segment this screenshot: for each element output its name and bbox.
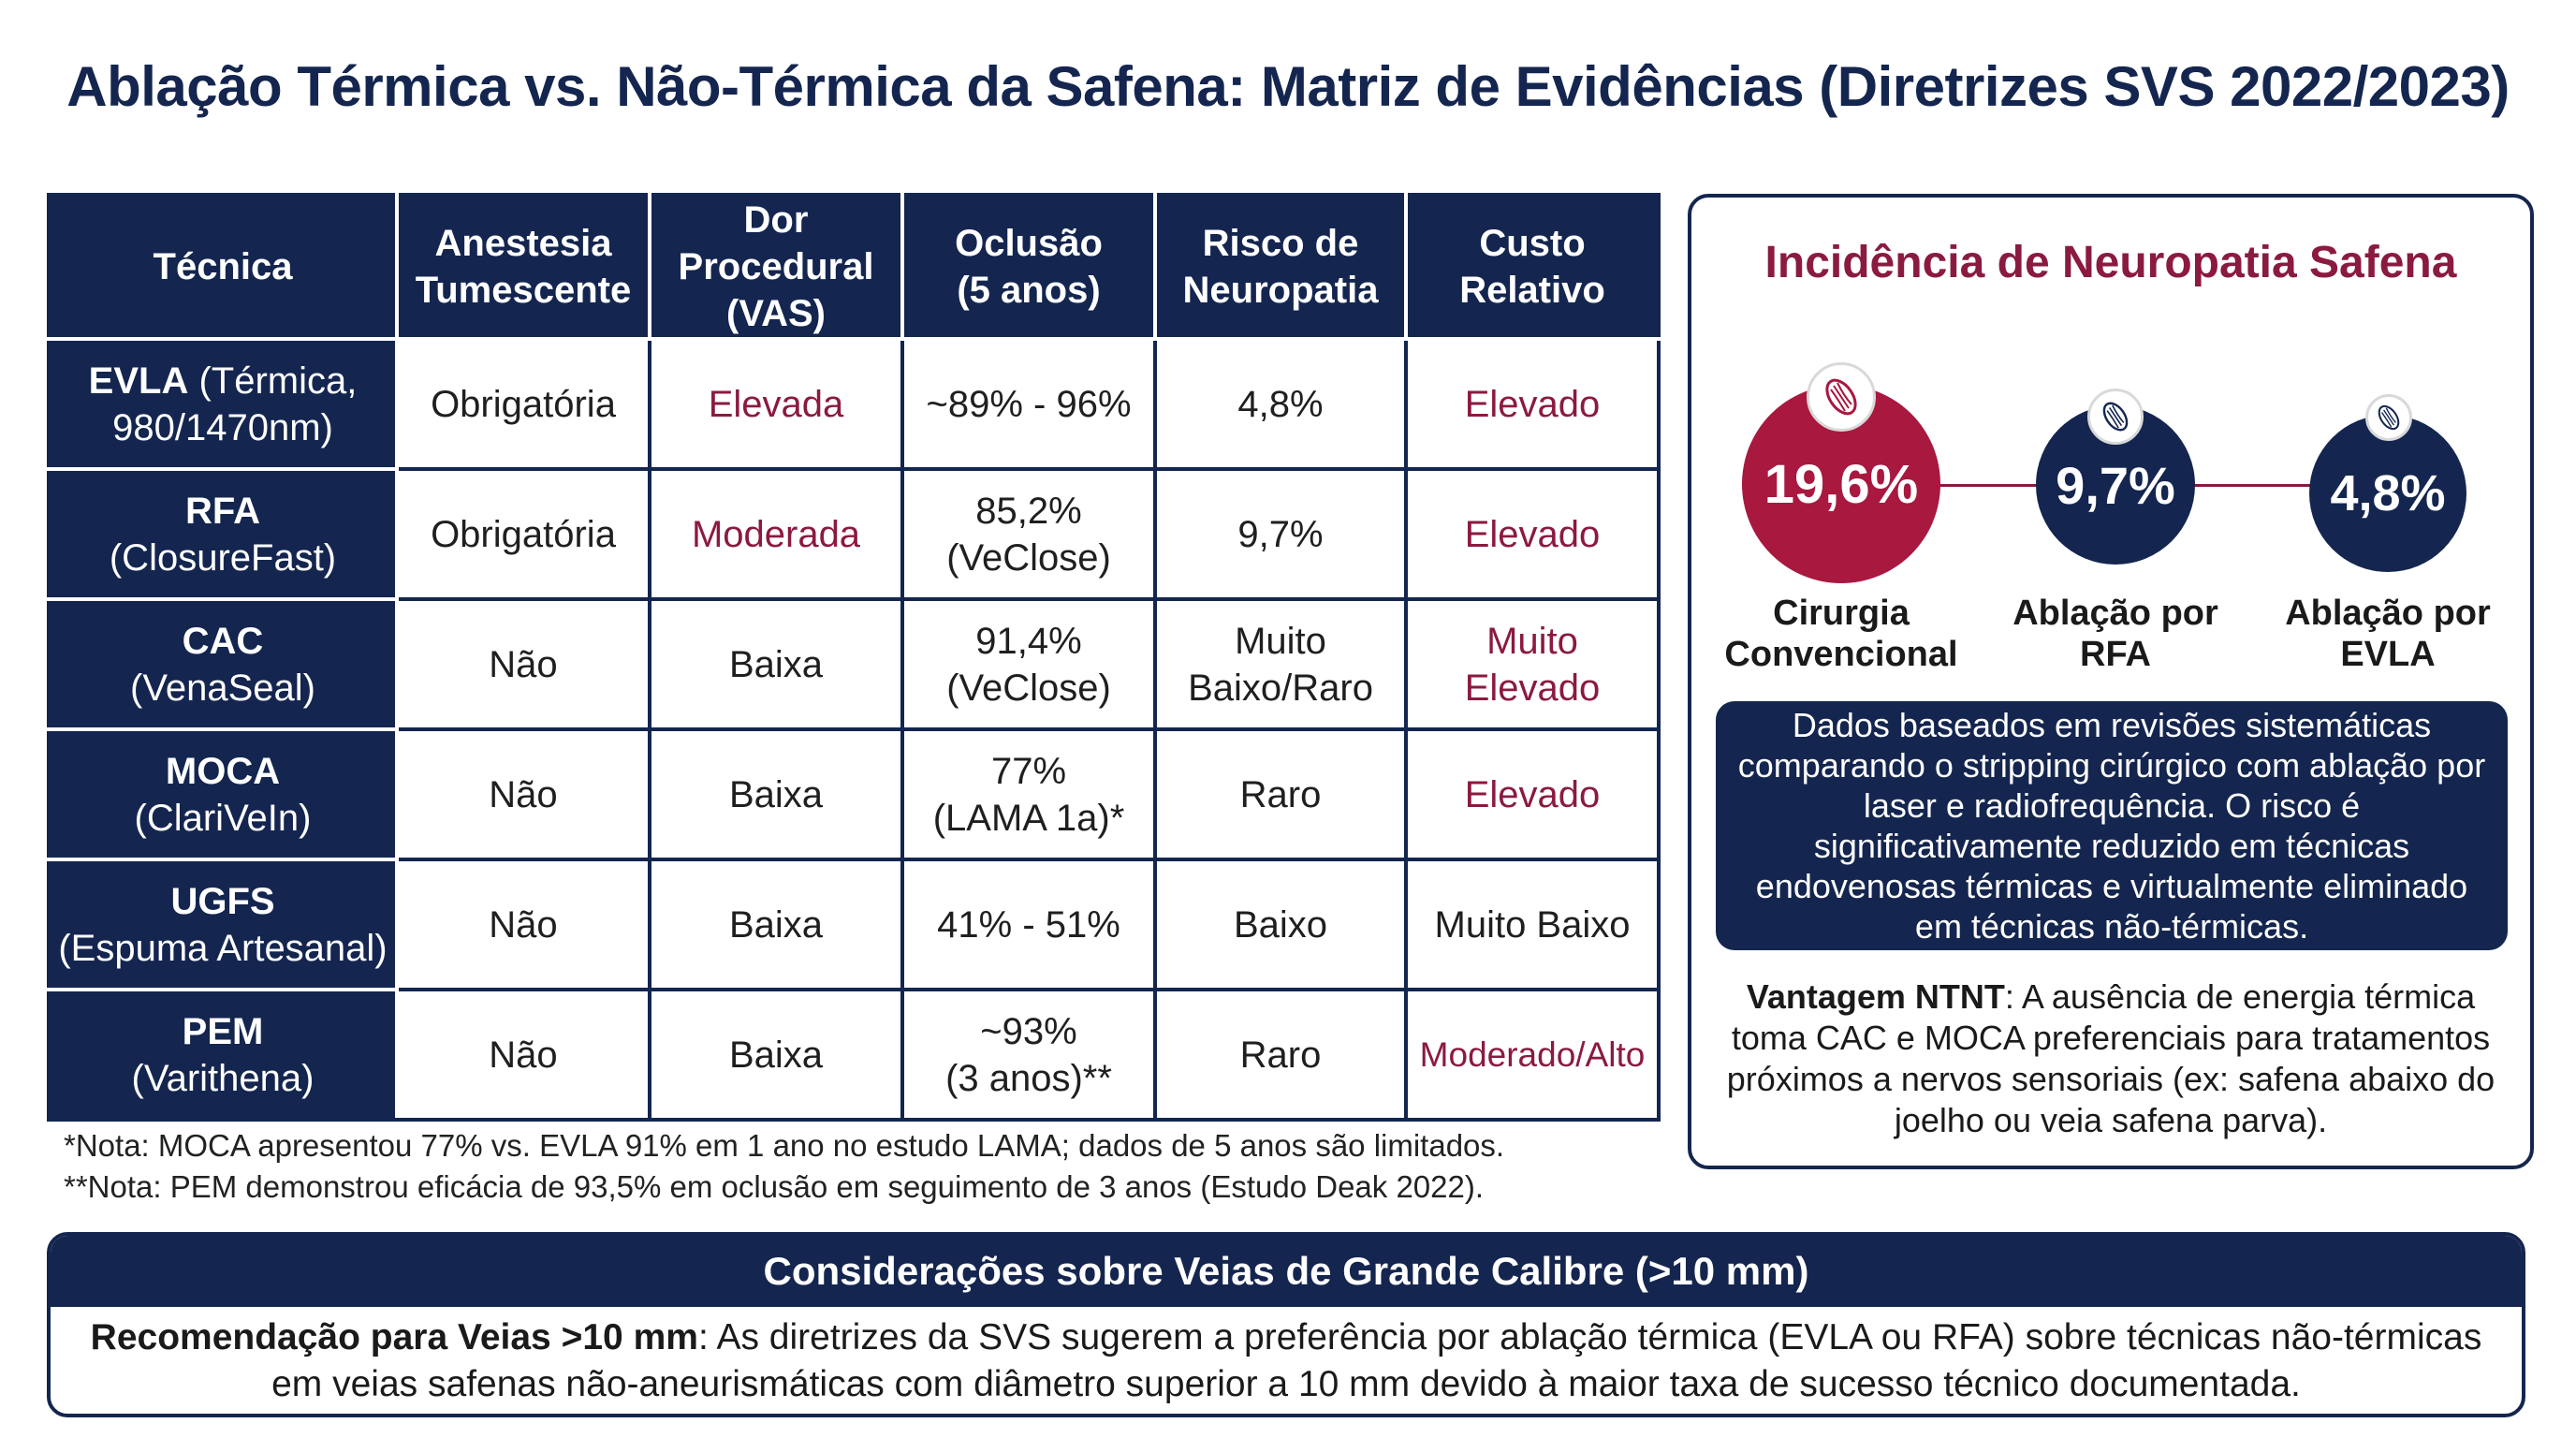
nerve-icon [2087, 389, 2144, 445]
risco-cell: Muito Baixo/Raro [1153, 597, 1408, 731]
bubble-evla: 4,8% [2309, 415, 2466, 572]
neuropathy-panel: Incidência de Neuropatia Safena 19,6% Ci… [1688, 194, 2534, 1169]
table-row: MOCA (ClariVeIn) Não Baixa 77% (LAMA 1a)* … [47, 727, 1661, 861]
oclusao-cell: ~89% - 96% [900, 337, 1157, 471]
custo-cell: Elevado [1404, 467, 1661, 601]
dor-cell: Moderada [648, 467, 904, 601]
info-box: Dados baseados em revisões sistemáticas … [1716, 701, 2508, 950]
evidence-matrix-table: Técnica Anestesia Tumescente Dor Procedura… [47, 193, 1661, 1122]
nerve-icon [1807, 362, 1876, 432]
custo-cell: Muito Baixo [1404, 858, 1661, 991]
header-dor: Dor Procedural (VAS) [648, 193, 904, 341]
table-row: UGFS (Espuma Artesanal) Não Baixa 41% - 5… [47, 858, 1661, 991]
table-row: EVLA (Térmica, 980/1470nm) Obrigatória El… [47, 337, 1661, 471]
header-oclusao: Oclusão (5 anos) [900, 193, 1157, 341]
oclusao-cell: ~93% (3 anos)** [900, 988, 1157, 1122]
anestesia-cell: Não [395, 988, 651, 1122]
page-title: Ablação Térmica vs. Não-Térmica da Safen… [66, 55, 2510, 118]
technique-cell: UGFS (Espuma Artesanal) [47, 858, 399, 991]
risco-cell: Baixo [1153, 858, 1408, 991]
table-header-row: Técnica Anestesia Tumescente Dor Procedura… [47, 193, 1661, 341]
dor-cell: Baixa [648, 858, 904, 991]
risco-cell: Raro [1153, 988, 1408, 1122]
custo-cell: Muito Elevado [1404, 597, 1661, 731]
header-anestesia: Anestesia Tumescente [395, 193, 651, 341]
anestesia-cell: Não [395, 597, 651, 731]
header-custo: Custo Relativo [1404, 193, 1661, 341]
anestesia-cell: Obrigatória [395, 337, 651, 471]
oclusao-cell: 41% - 51% [900, 858, 1157, 991]
large-veins-box: Considerações sobre Veias de Grande Cali… [47, 1232, 2525, 1417]
technique-cell: PEM (Varithena) [47, 988, 399, 1122]
oclusao-cell: 85,2% (VeClose) [900, 467, 1157, 601]
bubble-cirurgia: 19,6% [1742, 385, 1940, 583]
footnote: **Nota: PEM demonstrou eficácia de 93,5%… [64, 1169, 1485, 1204]
advantage-note: Vantagem NTNT: A ausência de energia tér… [1726, 977, 2496, 1139]
risco-cell: Raro [1153, 727, 1408, 861]
risco-cell: 4,8% [1153, 337, 1408, 471]
bubble-label: Ablação por RFA [2012, 594, 2218, 674]
technique-cell: RFA (ClosureFast) [47, 467, 399, 601]
oclusao-cell: 91,4% (VeClose) [900, 597, 1157, 731]
custo-cell: Moderado/Alto [1404, 988, 1661, 1122]
header-risco: Risco de Neuropatia [1153, 193, 1408, 341]
technique-cell: CAC (VenaSeal) [47, 597, 399, 731]
table-row: PEM (Varithena) Não Baixa ~93% (3 anos)** … [47, 988, 1661, 1122]
dor-cell: Baixa [648, 727, 904, 861]
technique-cell: EVLA (Térmica, 980/1470nm) [47, 337, 399, 471]
large-veins-text: Recomendação para Veias >10 mm: As diret… [90, 1317, 2482, 1404]
header-tecnica: Técnica [47, 193, 399, 341]
custo-cell: Elevado [1404, 727, 1661, 861]
dor-cell: Baixa [648, 597, 904, 731]
table-row: RFA (ClosureFast) Obrigatória Moderada 85… [47, 467, 1661, 601]
risco-cell: 9,7% [1153, 467, 1408, 601]
table-footnotes: *Nota: MOCA apresentou 77% vs. EVLA 91% … [64, 1125, 1504, 1208]
dor-cell: Elevada [648, 337, 904, 471]
custo-cell: Elevado [1404, 337, 1661, 471]
footnote: *Nota: MOCA apresentou 77% vs. EVLA 91% … [64, 1128, 1505, 1163]
technique-cell: MOCA (ClariVeIn) [47, 727, 399, 861]
bubble-label: Cirurgia Convencional [1724, 594, 1958, 674]
bubble-label: Ablação por EVLA [2285, 594, 2491, 674]
anestesia-cell: Não [395, 727, 651, 861]
panel-title: Incidência de Neuropatia Safena [1764, 238, 2457, 287]
oclusao-cell: 77% (LAMA 1a)* [900, 727, 1157, 861]
large-veins-heading: Considerações sobre Veias de Grande Cali… [51, 1236, 2522, 1307]
anestesia-cell: Obrigatória [395, 467, 651, 601]
nerve-icon [2365, 394, 2412, 441]
dor-cell: Baixa [648, 988, 904, 1122]
table-row: CAC (VenaSeal) Não Baixa 91,4% (VeClose) M… [47, 597, 1661, 731]
anestesia-cell: Não [395, 858, 651, 991]
